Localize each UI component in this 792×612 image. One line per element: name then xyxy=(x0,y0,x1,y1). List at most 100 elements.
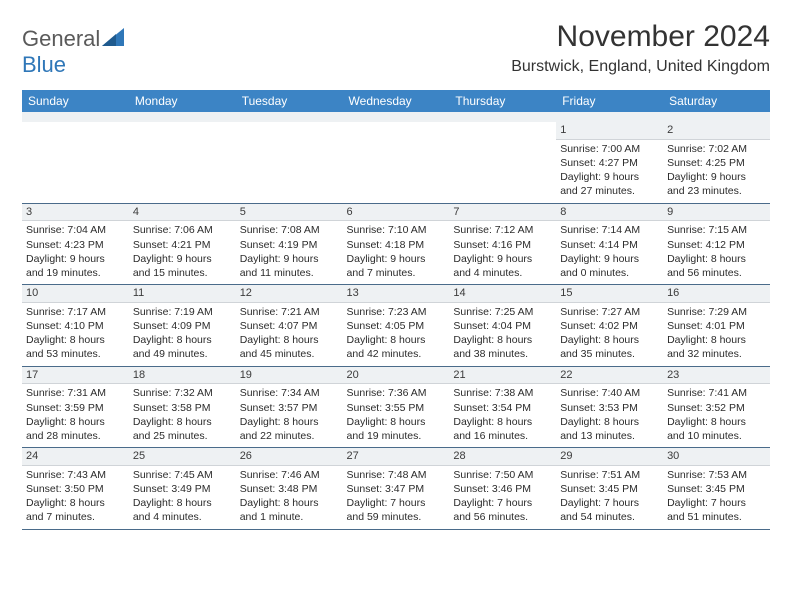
week-row: 17Sunrise: 7:31 AMSunset: 3:59 PMDayligh… xyxy=(22,366,770,448)
daylight-text: Daylight: 9 hours and 27 minutes. xyxy=(560,170,659,198)
day-cell: 4Sunrise: 7:06 AMSunset: 4:21 PMDaylight… xyxy=(129,203,236,285)
day-cell xyxy=(343,122,450,203)
day-cell: 17Sunrise: 7:31 AMSunset: 3:59 PMDayligh… xyxy=(22,366,129,448)
sunset-text: Sunset: 4:05 PM xyxy=(347,319,446,333)
day-number: 21 xyxy=(449,367,556,385)
sunset-text: Sunset: 3:58 PM xyxy=(133,401,232,415)
sunrise-text: Sunrise: 7:34 AM xyxy=(240,386,339,400)
day-number: 19 xyxy=(236,367,343,385)
daylight-text: Daylight: 8 hours and 53 minutes. xyxy=(26,333,125,361)
day-cell: 1Sunrise: 7:00 AMSunset: 4:27 PMDaylight… xyxy=(556,122,663,203)
brand-logo: General Blue xyxy=(22,26,124,78)
calendar-table: Sunday Monday Tuesday Wednesday Thursday… xyxy=(22,90,770,530)
col-saturday: Saturday xyxy=(663,90,770,112)
day-cell: 29Sunrise: 7:51 AMSunset: 3:45 PMDayligh… xyxy=(556,448,663,530)
day-cell: 21Sunrise: 7:38 AMSunset: 3:54 PMDayligh… xyxy=(449,366,556,448)
day-cell: 12Sunrise: 7:21 AMSunset: 4:07 PMDayligh… xyxy=(236,285,343,367)
day-number: 12 xyxy=(236,285,343,303)
sunset-text: Sunset: 4:12 PM xyxy=(667,238,766,252)
daylight-text: Daylight: 8 hours and 4 minutes. xyxy=(133,496,232,524)
day-number: 13 xyxy=(343,285,450,303)
day-number: 29 xyxy=(556,448,663,466)
day-cell: 23Sunrise: 7:41 AMSunset: 3:52 PMDayligh… xyxy=(663,366,770,448)
sunrise-text: Sunrise: 7:10 AM xyxy=(347,223,446,237)
day-number: 24 xyxy=(22,448,129,466)
daylight-text: Daylight: 9 hours and 0 minutes. xyxy=(560,252,659,280)
sunset-text: Sunset: 4:09 PM xyxy=(133,319,232,333)
daylight-text: Daylight: 9 hours and 7 minutes. xyxy=(347,252,446,280)
sunset-text: Sunset: 4:02 PM xyxy=(560,319,659,333)
sunset-text: Sunset: 4:19 PM xyxy=(240,238,339,252)
sunset-text: Sunset: 4:25 PM xyxy=(667,156,766,170)
sunset-text: Sunset: 3:54 PM xyxy=(453,401,552,415)
sunrise-text: Sunrise: 7:02 AM xyxy=(667,142,766,156)
day-cell: 3Sunrise: 7:04 AMSunset: 4:23 PMDaylight… xyxy=(22,203,129,285)
day-number: 7 xyxy=(449,204,556,222)
sunset-text: Sunset: 4:27 PM xyxy=(560,156,659,170)
sail-icon xyxy=(102,28,124,51)
sunset-text: Sunset: 3:53 PM xyxy=(560,401,659,415)
day-cell: 26Sunrise: 7:46 AMSunset: 3:48 PMDayligh… xyxy=(236,448,343,530)
col-sunday: Sunday xyxy=(22,90,129,112)
sunrise-text: Sunrise: 7:41 AM xyxy=(667,386,766,400)
sunrise-text: Sunrise: 7:08 AM xyxy=(240,223,339,237)
day-number: 4 xyxy=(129,204,236,222)
day-number: 6 xyxy=(343,204,450,222)
sunrise-text: Sunrise: 7:12 AM xyxy=(453,223,552,237)
spacer-row xyxy=(22,112,770,122)
sunrise-text: Sunrise: 7:38 AM xyxy=(453,386,552,400)
sunrise-text: Sunrise: 7:17 AM xyxy=(26,305,125,319)
daylight-text: Daylight: 8 hours and 10 minutes. xyxy=(667,415,766,443)
day-number: 22 xyxy=(556,367,663,385)
sunrise-text: Sunrise: 7:25 AM xyxy=(453,305,552,319)
sunset-text: Sunset: 4:23 PM xyxy=(26,238,125,252)
day-number: 9 xyxy=(663,204,770,222)
day-number: 26 xyxy=(236,448,343,466)
sunset-text: Sunset: 4:04 PM xyxy=(453,319,552,333)
day-cell: 7Sunrise: 7:12 AMSunset: 4:16 PMDaylight… xyxy=(449,203,556,285)
sunrise-text: Sunrise: 7:21 AM xyxy=(240,305,339,319)
daylight-text: Daylight: 8 hours and 25 minutes. xyxy=(133,415,232,443)
sunset-text: Sunset: 4:18 PM xyxy=(347,238,446,252)
sunset-text: Sunset: 3:45 PM xyxy=(560,482,659,496)
day-number: 25 xyxy=(129,448,236,466)
daylight-text: Daylight: 7 hours and 59 minutes. xyxy=(347,496,446,524)
col-tuesday: Tuesday xyxy=(236,90,343,112)
daylight-text: Daylight: 8 hours and 28 minutes. xyxy=(26,415,125,443)
day-number: 1 xyxy=(556,122,663,140)
daylight-text: Daylight: 8 hours and 45 minutes. xyxy=(240,333,339,361)
day-number: 15 xyxy=(556,285,663,303)
day-cell: 19Sunrise: 7:34 AMSunset: 3:57 PMDayligh… xyxy=(236,366,343,448)
sunrise-text: Sunrise: 7:31 AM xyxy=(26,386,125,400)
day-cell: 18Sunrise: 7:32 AMSunset: 3:58 PMDayligh… xyxy=(129,366,236,448)
sunrise-text: Sunrise: 7:50 AM xyxy=(453,468,552,482)
daylight-text: Daylight: 8 hours and 16 minutes. xyxy=(453,415,552,443)
day-cell xyxy=(22,122,129,203)
sunrise-text: Sunrise: 7:32 AM xyxy=(133,386,232,400)
sunrise-text: Sunrise: 7:40 AM xyxy=(560,386,659,400)
sunrise-text: Sunrise: 7:15 AM xyxy=(667,223,766,237)
daylight-text: Daylight: 9 hours and 19 minutes. xyxy=(26,252,125,280)
sunset-text: Sunset: 3:55 PM xyxy=(347,401,446,415)
day-number: 14 xyxy=(449,285,556,303)
day-cell: 13Sunrise: 7:23 AMSunset: 4:05 PMDayligh… xyxy=(343,285,450,367)
day-number: 2 xyxy=(663,122,770,140)
daylight-text: Daylight: 8 hours and 22 minutes. xyxy=(240,415,339,443)
day-number: 18 xyxy=(129,367,236,385)
sunset-text: Sunset: 3:47 PM xyxy=(347,482,446,496)
day-cell: 28Sunrise: 7:50 AMSunset: 3:46 PMDayligh… xyxy=(449,448,556,530)
day-number: 16 xyxy=(663,285,770,303)
daylight-text: Daylight: 8 hours and 56 minutes. xyxy=(667,252,766,280)
sunrise-text: Sunrise: 7:14 AM xyxy=(560,223,659,237)
day-number: 23 xyxy=(663,367,770,385)
sunrise-text: Sunrise: 7:53 AM xyxy=(667,468,766,482)
day-cell xyxy=(236,122,343,203)
day-cell: 9Sunrise: 7:15 AMSunset: 4:12 PMDaylight… xyxy=(663,203,770,285)
week-row: 3Sunrise: 7:04 AMSunset: 4:23 PMDaylight… xyxy=(22,203,770,285)
sunrise-text: Sunrise: 7:06 AM xyxy=(133,223,232,237)
day-cell: 20Sunrise: 7:36 AMSunset: 3:55 PMDayligh… xyxy=(343,366,450,448)
sunset-text: Sunset: 3:50 PM xyxy=(26,482,125,496)
daylight-text: Daylight: 9 hours and 23 minutes. xyxy=(667,170,766,198)
col-friday: Friday xyxy=(556,90,663,112)
day-cell: 14Sunrise: 7:25 AMSunset: 4:04 PMDayligh… xyxy=(449,285,556,367)
